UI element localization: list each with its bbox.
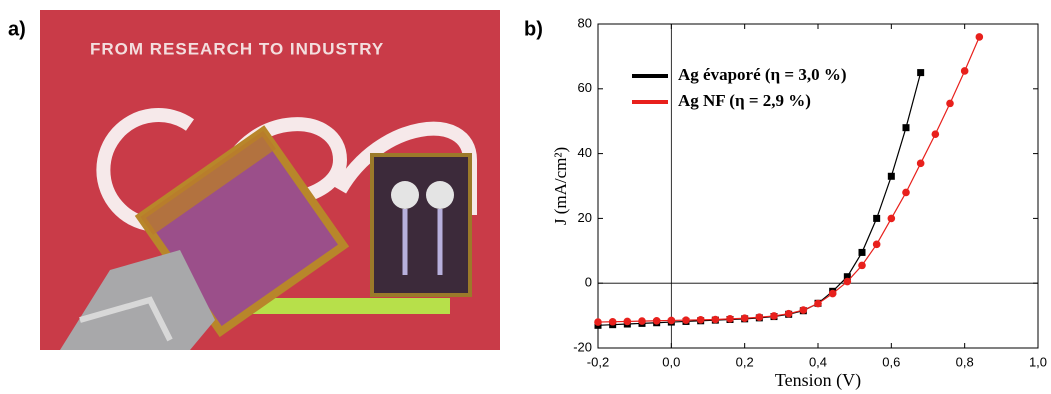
y-tick-label: 40 <box>578 145 592 160</box>
marker <box>740 314 749 322</box>
x-tick-label: 0,2 <box>736 354 754 369</box>
y-tick-label: 80 <box>578 15 592 30</box>
logo-a <box>333 121 477 215</box>
marker <box>726 315 734 323</box>
series-line <box>597 72 922 326</box>
marker <box>814 299 822 308</box>
marker <box>828 289 837 298</box>
marker <box>931 130 940 138</box>
marker <box>858 261 866 270</box>
marker <box>873 214 881 222</box>
marker <box>770 312 778 320</box>
marker <box>682 316 690 324</box>
marker <box>960 67 969 75</box>
panel-label: b) <box>524 18 543 40</box>
marker <box>843 277 852 286</box>
x-axis-label: Tension (V) <box>775 370 861 391</box>
marker <box>946 99 954 108</box>
x-tick-label: 0,0 <box>662 354 680 369</box>
clamp-edge <box>79 296 173 342</box>
marker <box>843 273 851 281</box>
y-tick-label: 0 <box>585 275 592 290</box>
marker <box>858 248 866 256</box>
panel-label: a) <box>8 18 26 40</box>
marker <box>916 159 925 168</box>
legend-label: Ag NF (η = 2,9 %) <box>678 91 811 110</box>
cell-small <box>370 153 472 297</box>
x-tick-label: 0,6 <box>882 354 900 369</box>
marker <box>975 33 984 41</box>
marker <box>784 309 793 318</box>
marker <box>608 317 617 326</box>
marker <box>667 316 676 325</box>
marker <box>872 240 881 249</box>
marker <box>887 214 896 223</box>
x-tick-label: 0,8 <box>956 354 974 369</box>
legend-label: Ag évaporé (η = 3,0 %) <box>678 65 847 84</box>
marker <box>887 172 895 180</box>
marker <box>638 317 646 325</box>
marker <box>696 316 705 324</box>
y-tick-label: -20 <box>573 339 592 354</box>
marker <box>711 315 720 324</box>
electrode <box>391 181 419 209</box>
x-tick-label: 1,0 <box>1029 354 1047 369</box>
photo: FROM RESEARCH TO INDUSTRY <box>40 10 500 350</box>
marker <box>917 69 925 77</box>
marker <box>755 313 764 322</box>
electrode <box>426 181 454 209</box>
marker <box>902 124 910 132</box>
marker <box>902 188 910 197</box>
y-tick-label: 60 <box>578 80 592 95</box>
y-tick-label: 20 <box>578 210 592 225</box>
x-tick-label: -0,2 <box>587 354 609 369</box>
marker <box>652 316 661 325</box>
electrode-track <box>402 209 443 275</box>
chart: -0,2 0,0 0,2 0,4 0,6 0,8 1,0 -20 0 20 40 60 80 Tensio… <box>551 15 1047 391</box>
clamp <box>60 250 215 350</box>
marker <box>594 318 602 326</box>
x-tick-label: 0,4 <box>809 354 827 369</box>
y-axis-label: J (mA/cm²) <box>551 147 570 225</box>
photo-banner: FROM RESEARCH TO INDUSTRY <box>90 39 384 58</box>
marker <box>623 317 632 326</box>
marker <box>799 306 808 314</box>
